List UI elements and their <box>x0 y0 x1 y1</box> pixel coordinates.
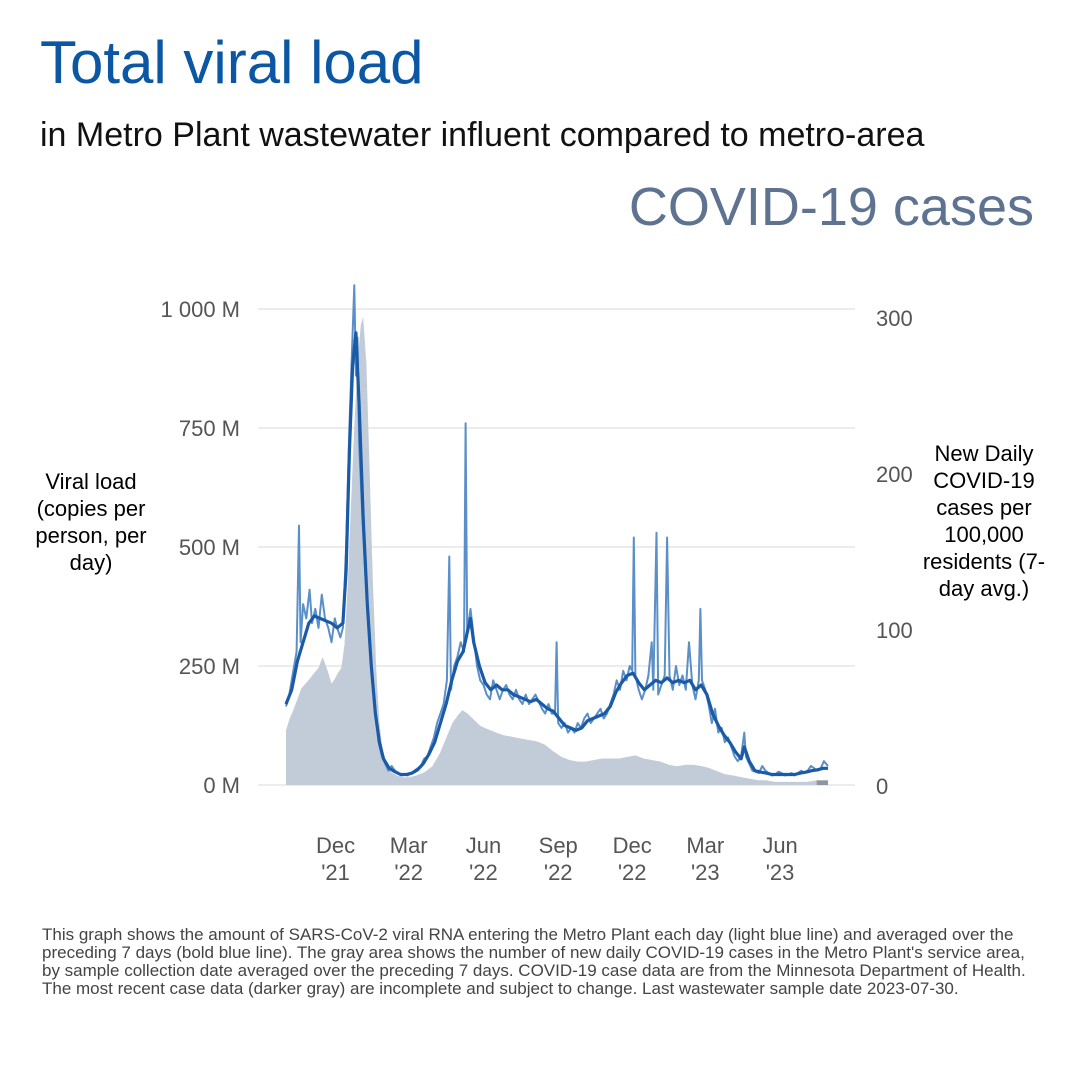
left-tick-label: 250 M <box>179 654 240 679</box>
x-tick-year: '22 <box>618 860 647 885</box>
chart-subtitle-cases: COVID-19 cases <box>628 177 1034 237</box>
left-tick-label: 1 000 M <box>161 297 241 322</box>
x-tick-month: Jun <box>762 833 797 858</box>
right-axis-ticks: 0 100 200 300 <box>876 306 913 799</box>
x-tick-year: '23 <box>766 860 795 885</box>
cases-area <box>286 317 817 785</box>
chart-title: Total viral load <box>40 29 424 96</box>
x-tick-month: Dec <box>613 833 652 858</box>
cases-area-incomplete <box>816 780 828 785</box>
left-axis-ticks: 0 M 250 M 500 M 750 M 1 000 M <box>161 297 241 798</box>
right-tick-label: 0 <box>876 774 888 799</box>
right-tick-label: 200 <box>876 462 913 487</box>
viral-load-chart: 0 M 250 M 500 M 750 M 1 000 M 0 100 200 300 Dec… <box>161 284 913 885</box>
left-axis-label: Viral load (copies per person, per day) <box>35 469 147 575</box>
right-tick-label: 300 <box>876 306 913 331</box>
chart-caption: This graph shows the amount of SARS-CoV-… <box>42 925 1026 998</box>
x-tick-month: Mar <box>390 833 428 858</box>
chart-subtitle: in Metro Plant wastewater influent compa… <box>40 116 925 154</box>
left-tick-label: 750 M <box>179 416 240 441</box>
x-tick-month: Dec <box>316 833 355 858</box>
cases-area-layer <box>286 317 828 785</box>
average-line-layer <box>284 331 828 777</box>
right-axis-label: New Daily COVID-19 cases per 100,000 res… <box>922 441 1046 601</box>
x-tick-month: Sep <box>539 833 578 858</box>
x-tick-year: '23 <box>691 860 720 885</box>
left-tick-label: 0 M <box>203 773 240 798</box>
x-tick-year: '22 <box>394 860 423 885</box>
x-tick-month: Mar <box>686 833 724 858</box>
x-tick-year: '22 <box>469 860 498 885</box>
seven-day-average-line <box>284 331 828 777</box>
x-tick-year: '21 <box>321 860 350 885</box>
x-axis-ticks: Dec'21Mar'22Jun'22Sep'22Dec'22Mar'23Jun'… <box>316 833 798 885</box>
x-tick-month: Jun <box>466 833 501 858</box>
right-tick-label: 100 <box>876 618 913 643</box>
x-tick-year: '22 <box>544 860 573 885</box>
left-tick-label: 500 M <box>179 535 240 560</box>
